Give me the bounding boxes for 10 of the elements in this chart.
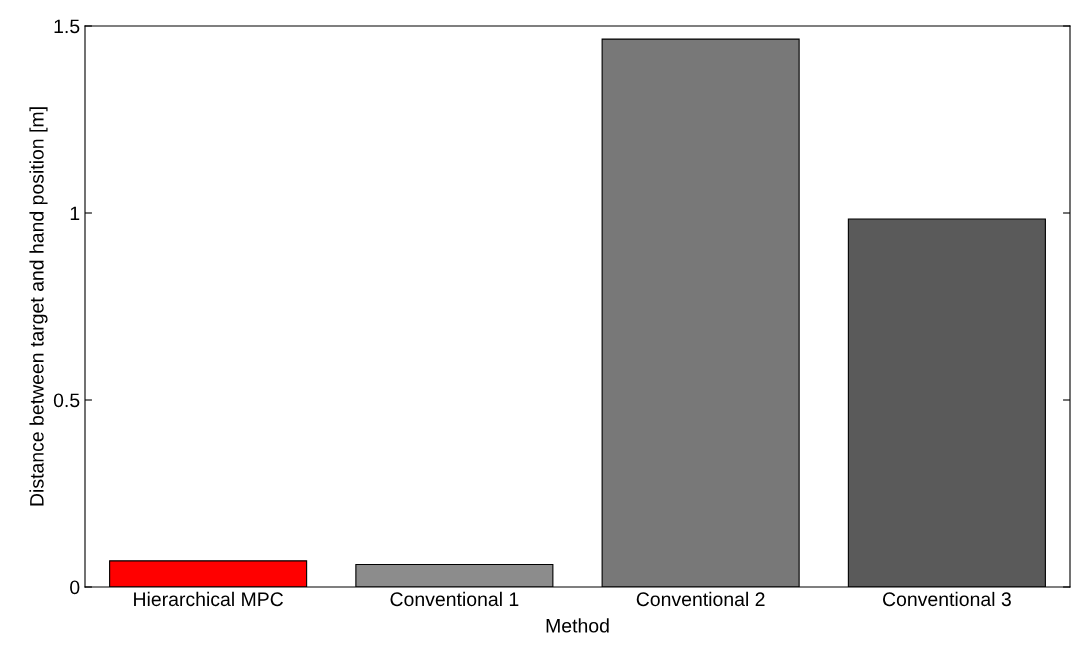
x-tick-label: Hierarchical MPC [134,591,284,607]
x-tick-label: Conventional 2 [636,591,765,607]
x-axis-title: Method [546,618,609,633]
y-tick-label: 0 [70,580,80,595]
y-tick-label: 0.5 [53,393,80,408]
x-tick-label: Conventional 1 [390,591,519,607]
x-tick-label: Conventional 3 [883,591,1011,607]
y-axis-title: Distance between target and hand position [m] [29,107,48,506]
y-tick-label: 1 [70,206,80,221]
y-tick-label: 1.5 [54,19,80,34]
